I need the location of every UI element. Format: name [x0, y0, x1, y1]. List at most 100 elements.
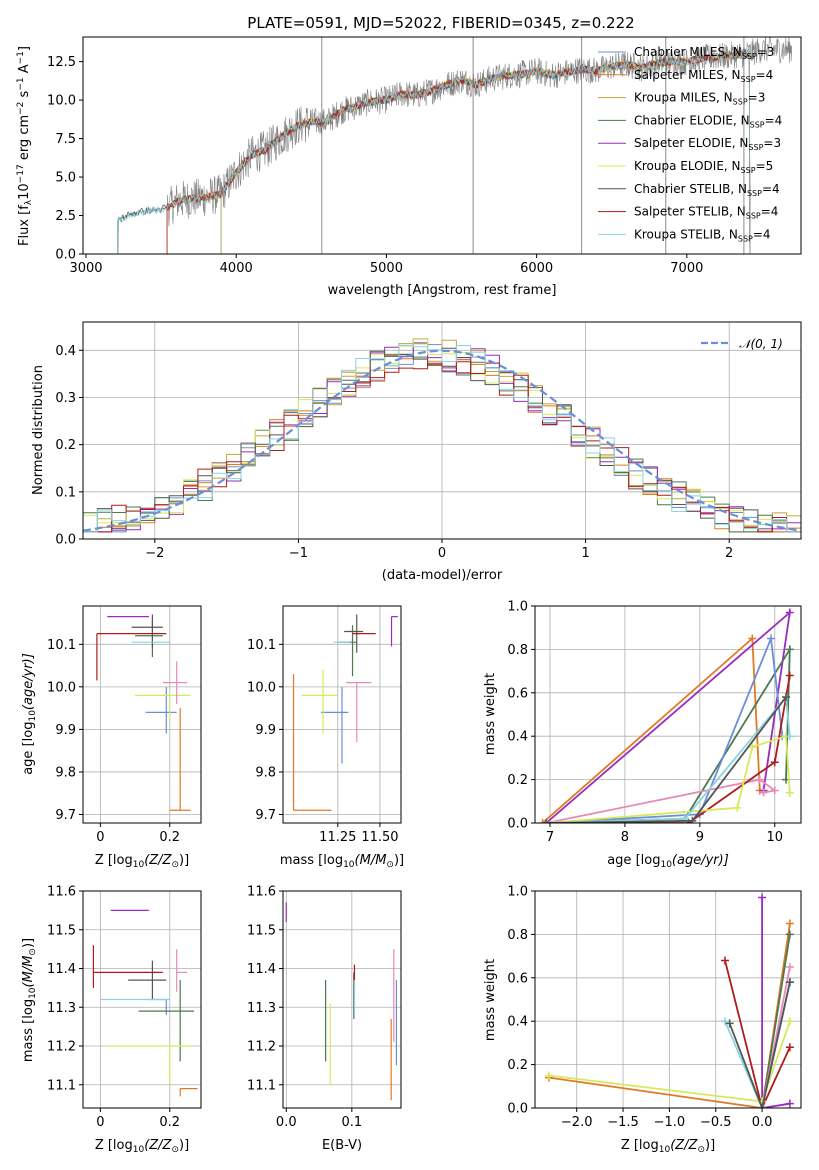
axes-frame	[82, 605, 202, 824]
error-point	[135, 618, 163, 658]
series-marker	[785, 732, 794, 741]
legend-text: Kroupa MILES, N	[634, 91, 733, 105]
y-tick-label: 11.5	[47, 923, 76, 938]
legend-label: Chabrier ELODIE, NSSP=4	[634, 113, 782, 129]
label-part: 10	[133, 860, 145, 870]
plot-area	[83, 322, 801, 539]
y-tick-label: 0.0	[507, 1102, 528, 1117]
x-tick-label: −0.5	[700, 1115, 732, 1130]
label-part: 10	[660, 860, 672, 870]
series-marker	[785, 919, 794, 928]
plot-area	[83, 606, 201, 823]
x-tick-label: 10	[767, 830, 784, 845]
legend-label: 𝒩(0, 1)	[739, 337, 783, 351]
series-marker	[785, 788, 794, 797]
x-axis-label: Z [log10(Z/Z⊙)]	[621, 1138, 715, 1155]
x-tick-label: 8	[621, 830, 629, 845]
error-point	[107, 1045, 191, 1085]
y-tick-label: 11.2	[47, 1040, 76, 1055]
series-marker	[733, 803, 742, 812]
label-part: ⊙	[386, 860, 394, 870]
y-tick-label: 10.1	[47, 638, 76, 653]
y-tick-label: 0.2	[55, 438, 76, 453]
series-line	[546, 675, 791, 823]
label-part: ]	[17, 46, 32, 51]
y-axis-label: mass weight	[483, 959, 498, 1041]
y-tick-label: 0.2	[507, 1058, 528, 1073]
series-marker	[782, 693, 791, 702]
legend-text: Kroupa STELIB, N	[634, 227, 738, 241]
y-tick-label: 5.0	[55, 171, 76, 186]
y-tick-label: 11.5	[247, 923, 276, 938]
legend-count: =3	[763, 136, 781, 150]
x-tick-label: 0	[96, 830, 104, 845]
axes-frame	[534, 890, 802, 1109]
series-line	[546, 694, 791, 823]
axes: 11.25 11.50 9.7 9.8 9.9 10.0 10.1	[247, 638, 398, 845]
x-tick-label: 7	[546, 830, 554, 845]
label-part: 10	[28, 710, 38, 722]
series-line	[545, 610, 792, 823]
x-tick-label: 9	[696, 830, 704, 845]
label-part: (Z/Z	[144, 1138, 172, 1153]
y-tick-label: 0.0	[55, 248, 76, 263]
x-tick-label: 11.50	[361, 830, 398, 845]
y-tick-label: 9.9	[55, 723, 76, 738]
x-tick-label: 0	[96, 1115, 104, 1130]
error-point	[390, 616, 398, 647]
series-marker	[688, 816, 697, 823]
axes-frame	[82, 321, 802, 540]
error-point	[92, 945, 163, 988]
error-point	[301, 669, 338, 734]
series-marker	[785, 645, 794, 654]
axes: 3000 4000 5000 6000 7000 0.0 2.5 5.0 7.5 10.0 12.5	[47, 55, 703, 276]
series-line	[546, 778, 778, 823]
legend-count: =3	[757, 45, 775, 59]
label-part: ⊙	[697, 1145, 705, 1155]
series-marker	[542, 819, 551, 823]
y-tick-label: 11.4	[247, 962, 276, 977]
label-part: age [log	[21, 722, 36, 775]
y-tick-label: 11.1	[247, 1078, 276, 1093]
error-point	[162, 661, 188, 704]
y-tick-label: 0.4	[507, 730, 528, 745]
y-tick-label: 11.6	[247, 885, 276, 900]
legend-text: Kroupa ELODIE, N	[634, 159, 741, 173]
y-axis-label: mass [log10(M/M⊙)]	[21, 938, 38, 1062]
x-axis-label: Z [log10(Z/Z⊙)]	[95, 853, 189, 870]
plot-area	[83, 891, 201, 1108]
legend-count: =5	[756, 159, 774, 173]
weight-series	[725, 978, 794, 1108]
y-tick-label: 11.3	[247, 1001, 276, 1016]
series-marker	[544, 1071, 553, 1080]
y-tick-label: 11.3	[47, 1001, 76, 1016]
series-marker	[785, 978, 794, 987]
legend-sub: SSP	[748, 143, 763, 152]
plot-area	[535, 606, 801, 823]
chart-title: PLATE=0591, MJD=52022, FIBERID=0345, z=0…	[247, 14, 634, 32]
legend-text: Chabrier STELIB, N	[634, 182, 747, 196]
label-part: Z [log	[95, 853, 133, 868]
series-marker	[767, 634, 776, 643]
legend-label: Chabrier MILES, NSSP=3	[634, 45, 774, 61]
x-tick-label: 0.0	[752, 1115, 773, 1130]
residual-histogram	[83, 343, 801, 533]
legend-text: Salpeter MILES, N	[634, 68, 741, 82]
legend-count: =3	[748, 91, 766, 105]
series-marker	[759, 788, 768, 797]
series-line	[548, 923, 791, 1108]
legend-label: Salpeter MILES, NSSP=4	[634, 68, 773, 84]
y-tick-label: 1.0	[507, 600, 528, 615]
label-part: (M/M	[21, 956, 36, 988]
series-marker	[785, 1017, 794, 1026]
y-tick-label: 11.6	[47, 885, 76, 900]
series-line	[728, 981, 791, 1108]
label-part: (Z/Z	[144, 853, 172, 868]
error-point	[176, 949, 188, 992]
y-tick-label: 10.0	[247, 680, 276, 695]
label-part: ⊙	[28, 948, 38, 956]
error-point	[320, 686, 349, 764]
series-marker	[770, 786, 779, 795]
series-line	[546, 696, 787, 823]
